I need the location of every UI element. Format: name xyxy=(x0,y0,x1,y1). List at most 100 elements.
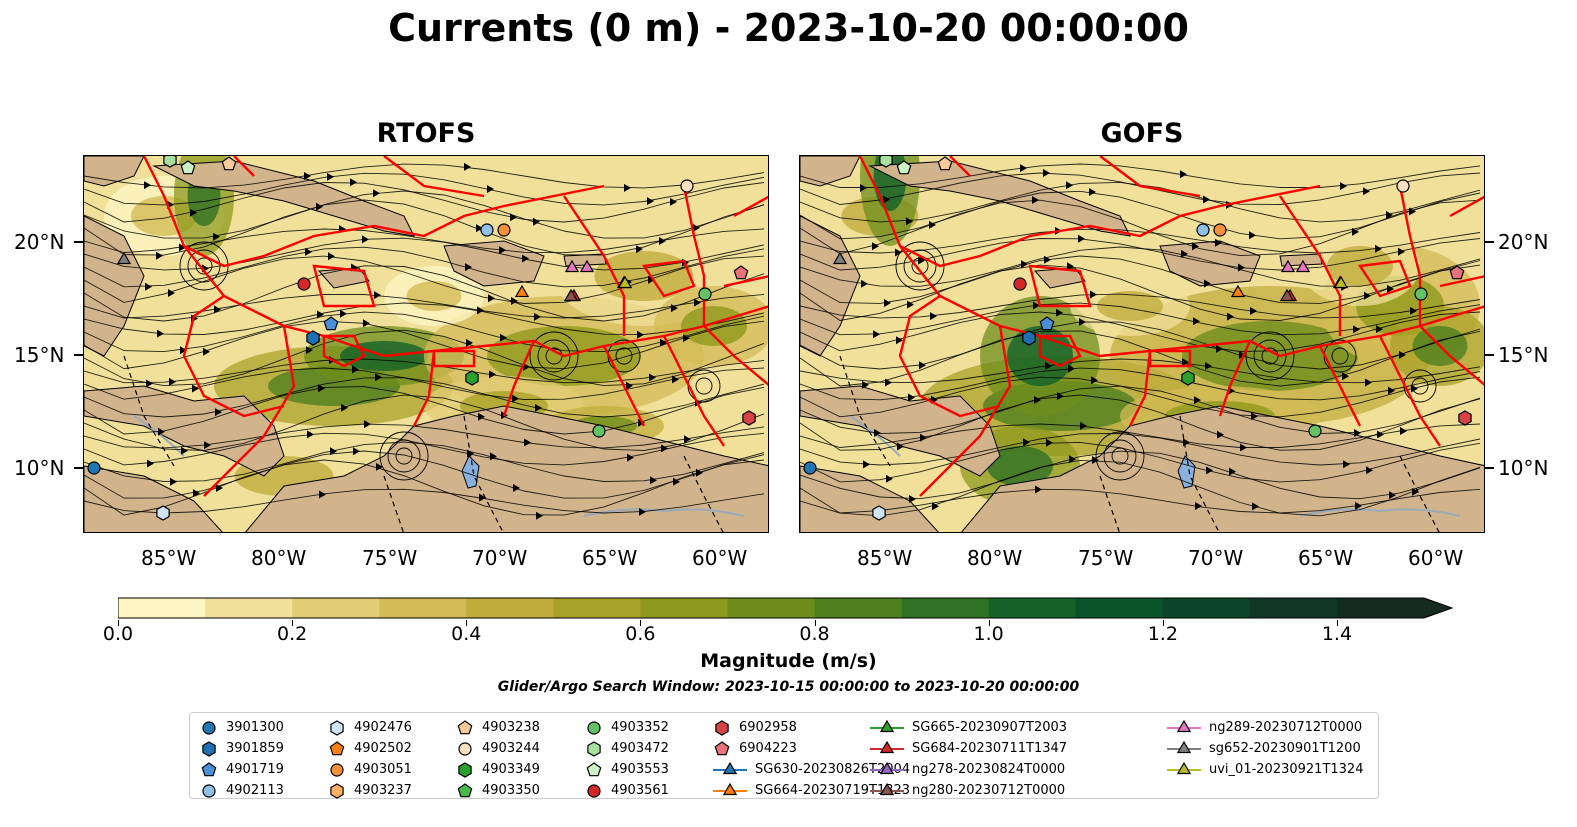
float-marker-icon xyxy=(330,719,344,736)
streamline-arrow xyxy=(364,420,371,429)
float-marker-ng280-20230712T0000 xyxy=(563,288,579,302)
legend-item: 6904223 xyxy=(713,738,910,759)
current-speed-patch xyxy=(594,251,694,301)
map-canvas xyxy=(84,156,768,532)
streamline-arrow xyxy=(661,444,668,453)
streamline-arrow xyxy=(169,377,176,386)
legend-item: 4902476 xyxy=(328,717,412,738)
streamline xyxy=(84,182,765,223)
streamline xyxy=(800,367,1481,401)
colorbar xyxy=(117,596,1454,620)
streamline-arrow xyxy=(534,312,541,321)
streamline-arrow xyxy=(306,346,313,355)
float-marker-SG664-20230719T1323 xyxy=(514,284,530,298)
legend-column: 4902476 4902502 4903051 4903237 xyxy=(328,717,412,801)
streamline-arrow xyxy=(1080,421,1087,430)
lake-maracaibo xyxy=(461,455,480,489)
float-marker-icon xyxy=(457,782,473,797)
legend-marker xyxy=(715,719,729,736)
streamline xyxy=(84,377,765,418)
lon-label-85w-left: 85°W xyxy=(141,546,197,570)
streamline-arrow xyxy=(1355,501,1362,510)
streamline-arrow xyxy=(907,300,914,309)
streamline-arrow xyxy=(1249,231,1256,240)
streamline-arrow xyxy=(929,220,936,229)
streamline-arrow xyxy=(193,489,200,498)
legend-label: ng278-20230824T0000 xyxy=(912,762,1066,777)
glider-marker-icon xyxy=(1167,719,1201,732)
streamline-arrow xyxy=(873,330,880,339)
streamline-arrow xyxy=(317,310,324,319)
colorbar-bin xyxy=(466,598,554,618)
streamline xyxy=(800,246,1481,287)
streamline-arrow xyxy=(464,162,471,171)
eddy-streamline xyxy=(1111,447,1129,465)
legend-marker xyxy=(201,761,217,776)
streamline xyxy=(84,294,765,319)
float-marker-SG664-20230719T1323 xyxy=(1230,284,1246,298)
streamline-arrow xyxy=(181,446,188,455)
streamline-arrow xyxy=(1067,262,1074,271)
lat-tick xyxy=(74,467,84,469)
streamline-arrow xyxy=(522,254,529,263)
float-marker-4902113 xyxy=(1196,223,1210,237)
float-marker-4903472 xyxy=(163,156,177,168)
glider-marker-icon xyxy=(1167,740,1201,753)
streamline-arrow xyxy=(1409,207,1416,216)
eez-boundary xyxy=(682,185,706,326)
streamline-arrow xyxy=(1354,429,1361,437)
country-border xyxy=(839,355,891,467)
legend-column: 4903352 4903472 4903553 4903561 xyxy=(585,717,669,801)
streamline-arrow xyxy=(487,185,494,193)
streamline-arrow xyxy=(213,232,220,241)
country-border xyxy=(1179,415,1220,532)
legend-column: ng289-20230712T0000 sg652-20230901T1200 uv… xyxy=(1167,717,1363,780)
eez-boundary xyxy=(432,349,476,368)
streamline-arrow xyxy=(897,442,904,451)
float-marker-3901859 xyxy=(1022,330,1036,346)
streamline-arrow xyxy=(659,237,666,245)
colorbar-tick-label: 0.0 xyxy=(102,623,134,645)
legend-item: SG665-20230907T2003 xyxy=(870,717,1067,738)
streamline-arrow xyxy=(1352,227,1359,236)
float-marker-3901859 xyxy=(306,330,320,346)
country-border xyxy=(1099,475,1120,532)
colorbar-extend-arrow xyxy=(1424,598,1452,618)
lon-label-85w-right: 85°W xyxy=(857,546,913,570)
streamline-arrow xyxy=(168,289,175,297)
legend-label: 4902113 xyxy=(226,783,284,798)
legend-label: 4903553 xyxy=(611,762,669,777)
panel-title-rtofs: RTOFS xyxy=(376,118,476,149)
streamline-arrow xyxy=(330,447,337,456)
map-gofs[interactable] xyxy=(799,155,1485,533)
streamline-arrow xyxy=(627,453,634,462)
streamline-arrow xyxy=(1387,284,1394,293)
streamline-arrow xyxy=(660,338,667,347)
streamline-arrow xyxy=(512,394,519,403)
lon-label-60w-left: 60°W xyxy=(692,546,748,570)
eez-boundary xyxy=(1038,334,1082,368)
float-marker-4902113 xyxy=(480,223,494,237)
legend-marker xyxy=(458,761,472,778)
streamline-arrow xyxy=(305,247,312,256)
lon-label-75w-left: 75°W xyxy=(362,546,418,570)
eez-boundary xyxy=(1398,185,1422,326)
colorbar-bin xyxy=(292,598,380,618)
streamline-arrow xyxy=(1057,392,1064,401)
land-mass xyxy=(84,215,145,357)
streamline-arrow xyxy=(500,333,507,342)
streamline-arrow xyxy=(1078,234,1085,243)
streamline-arrow xyxy=(536,511,543,520)
float-marker-4901719 xyxy=(1039,316,1055,331)
streamline-arrow xyxy=(1195,502,1202,510)
colorbar-bin xyxy=(814,598,903,618)
eez-boundary xyxy=(641,259,696,298)
colorbar-bin xyxy=(1249,598,1338,618)
streamline xyxy=(84,423,765,449)
streamline-arrow xyxy=(478,412,485,421)
map-rtofs[interactable] xyxy=(83,155,769,533)
current-speed-patch xyxy=(1097,291,1163,321)
streamline xyxy=(84,311,765,353)
streamline xyxy=(84,265,765,322)
streamline-arrow xyxy=(1389,491,1396,500)
